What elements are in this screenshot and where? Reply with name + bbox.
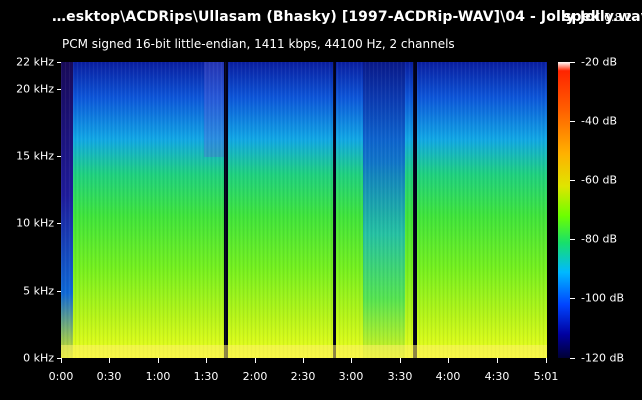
y-tick <box>57 62 61 63</box>
db-tick <box>570 358 575 359</box>
x-tick <box>158 358 159 363</box>
db-scale-label: -120 dB <box>581 351 624 365</box>
x-axis-label: 3:30 <box>387 370 413 383</box>
db-scale-label: -80 dB <box>581 232 617 246</box>
y-axis-label: 0 kHz <box>23 351 54 365</box>
app-name-label: spek 0.8.2 <box>563 9 632 25</box>
db-tick <box>570 239 575 240</box>
db-tick <box>570 62 575 63</box>
x-tick <box>303 358 304 363</box>
app-name: spek <box>563 9 601 25</box>
y-axis-label: 10 kHz <box>16 216 54 230</box>
file-path-title: …esktop\ACDRips\Ullasam (Bhasky) [1997-A… <box>52 9 642 25</box>
x-tick <box>255 358 256 363</box>
spectrogram-texture <box>61 62 547 358</box>
x-axis-label: 3:00 <box>338 370 364 383</box>
db-scale-label: -100 dB <box>581 291 624 305</box>
db-color-scale <box>558 62 570 358</box>
x-tick <box>109 358 110 363</box>
x-axis-label: 2:00 <box>242 370 268 383</box>
x-axis-label: 1:30 <box>193 370 219 383</box>
x-axis-label: 2:30 <box>290 370 316 383</box>
db-scale-label: -20 dB <box>581 55 617 69</box>
y-tick <box>57 156 61 157</box>
app-version: 0.8.2 <box>604 11 633 24</box>
x-tick <box>546 358 547 363</box>
x-axis-label: 0:30 <box>96 370 122 383</box>
y-axis-label: 20 kHz <box>16 82 54 96</box>
x-axis-label: 5:01 <box>533 370 559 383</box>
y-tick <box>57 223 61 224</box>
y-tick <box>57 358 61 359</box>
y-axis-label: 22 kHz <box>16 55 54 69</box>
db-tick <box>570 180 575 181</box>
y-tick <box>57 291 61 292</box>
x-tick <box>497 358 498 363</box>
db-scale-label: -40 dB <box>581 114 617 128</box>
x-axis-label: 4:00 <box>435 370 461 383</box>
db-tick <box>570 298 575 299</box>
db-scale-label: -60 dB <box>581 173 617 187</box>
bass-band <box>61 345 547 358</box>
x-tick <box>61 358 62 363</box>
x-tick <box>351 358 352 363</box>
x-axis-label: 1:00 <box>145 370 171 383</box>
y-axis-label: 15 kHz <box>16 149 54 163</box>
x-tick <box>206 358 207 363</box>
db-tick <box>570 121 575 122</box>
x-axis-label: 4:30 <box>484 370 510 383</box>
x-tick <box>400 358 401 363</box>
y-tick <box>57 89 61 90</box>
x-axis-label: 0:00 <box>48 370 74 383</box>
spectrogram-plot[interactable] <box>61 62 547 358</box>
y-axis-label: 5 kHz <box>23 284 54 298</box>
x-tick <box>448 358 449 363</box>
spectrogram-svg <box>61 62 547 358</box>
audio-format-info: PCM signed 16-bit little-endian, 1411 kb… <box>62 37 455 51</box>
